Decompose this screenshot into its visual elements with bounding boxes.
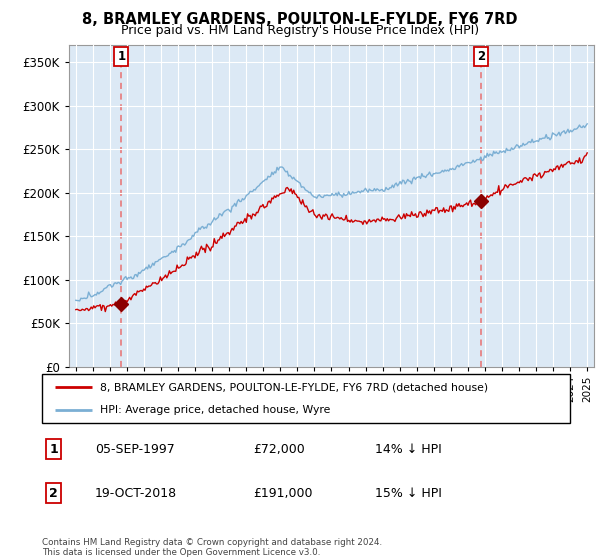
Text: £191,000: £191,000 (253, 487, 313, 500)
Text: 1: 1 (117, 50, 125, 63)
Text: 2: 2 (477, 50, 485, 63)
Text: 05-SEP-1997: 05-SEP-1997 (95, 442, 175, 455)
Text: 1: 1 (49, 442, 58, 455)
Text: 8, BRAMLEY GARDENS, POULTON-LE-FYLDE, FY6 7RD (detached house): 8, BRAMLEY GARDENS, POULTON-LE-FYLDE, FY… (100, 382, 488, 393)
Text: Price paid vs. HM Land Registry's House Price Index (HPI): Price paid vs. HM Land Registry's House … (121, 24, 479, 37)
FancyBboxPatch shape (42, 374, 570, 423)
Text: 8, BRAMLEY GARDENS, POULTON-LE-FYLDE, FY6 7RD: 8, BRAMLEY GARDENS, POULTON-LE-FYLDE, FY… (82, 12, 518, 27)
Text: 14% ↓ HPI: 14% ↓ HPI (374, 442, 442, 455)
Text: Contains HM Land Registry data © Crown copyright and database right 2024.
This d: Contains HM Land Registry data © Crown c… (42, 538, 382, 557)
Text: HPI: Average price, detached house, Wyre: HPI: Average price, detached house, Wyre (100, 405, 331, 416)
Text: 19-OCT-2018: 19-OCT-2018 (95, 487, 177, 500)
Text: £72,000: £72,000 (253, 442, 305, 455)
Text: 15% ↓ HPI: 15% ↓ HPI (374, 487, 442, 500)
Text: 2: 2 (49, 487, 58, 500)
